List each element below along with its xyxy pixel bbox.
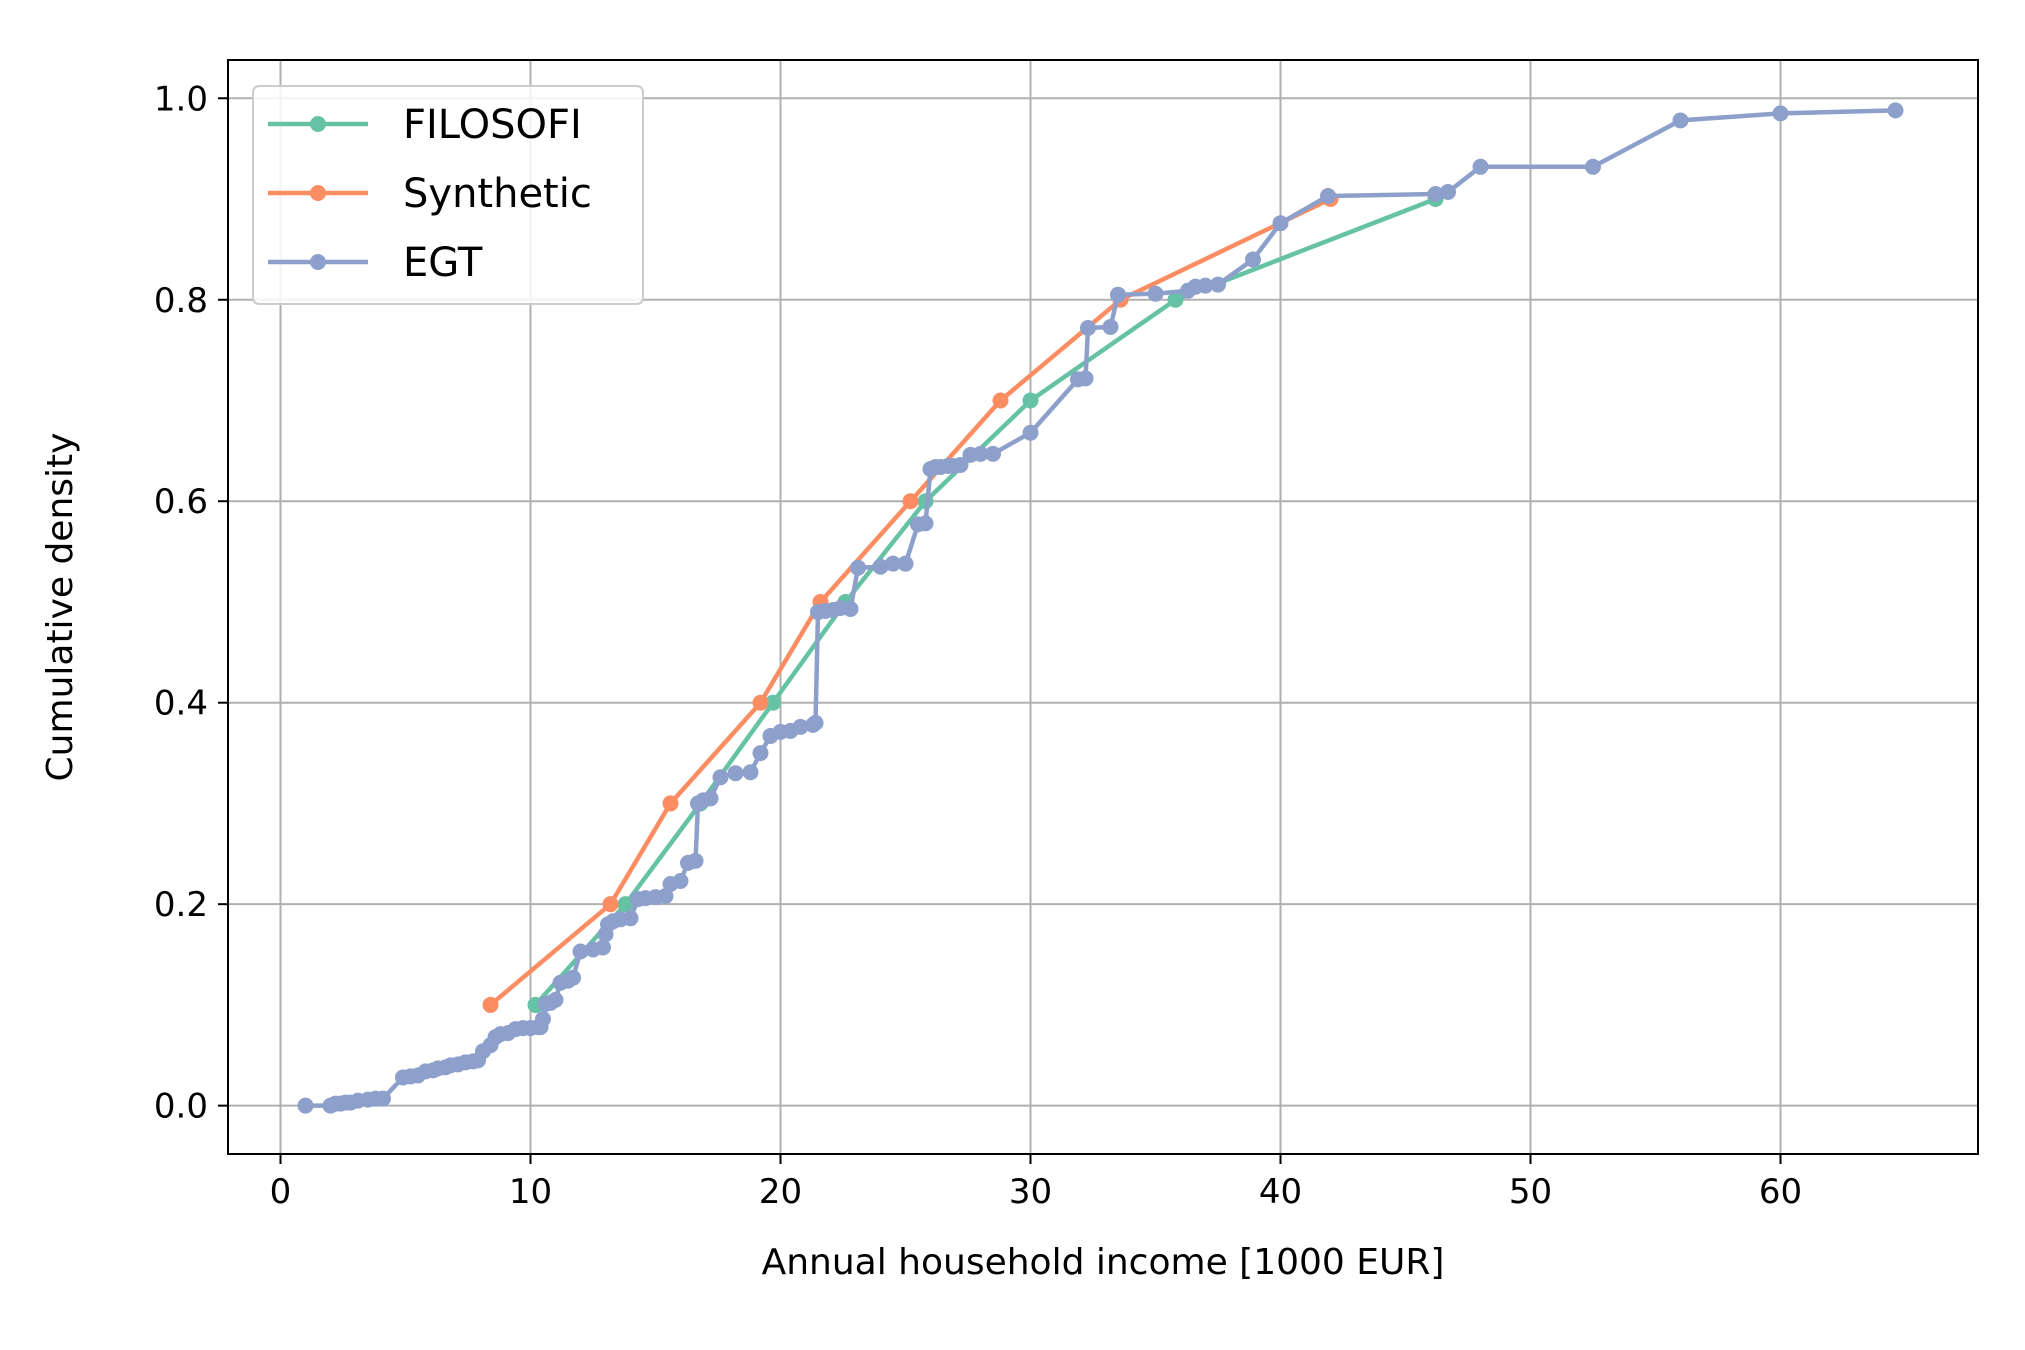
data-point-egt [1245, 251, 1261, 268]
x-tick-label: 60 [1759, 1172, 1802, 1212]
data-point-egt [1440, 183, 1456, 200]
data-point-filosofi [1022, 392, 1039, 409]
data-point-filosofi [1167, 291, 1184, 308]
data-point-egt [535, 1011, 551, 1028]
x-axis-title: Annual household income [1000 EUR] [762, 1242, 1445, 1283]
data-point-synthetic [752, 694, 769, 711]
x-tick-label: 20 [759, 1172, 802, 1212]
data-point-egt [1080, 319, 1096, 336]
data-point-egt [1772, 105, 1789, 122]
legend-label-filosofi: FILOSOFI [403, 102, 582, 148]
y-tick-label: 0.8 [154, 281, 208, 321]
data-point-egt [885, 555, 901, 572]
legend-marker-filosofi [310, 116, 326, 132]
plot-series [297, 102, 1904, 1114]
data-point-egt [807, 714, 824, 731]
data-point-egt [1320, 187, 1336, 204]
data-point-egt [1272, 215, 1289, 232]
data-point-egt [1147, 285, 1164, 302]
data-point-egt [1427, 185, 1444, 202]
data-point-egt [712, 769, 729, 786]
legend-label-egt: EGT [403, 240, 483, 286]
data-point-egt [1887, 102, 1904, 119]
legend-box [252, 85, 644, 305]
data-point-egt [742, 764, 759, 781]
data-point-egt [672, 873, 689, 890]
data-point-filosofi [765, 694, 781, 711]
data-point-egt [297, 1097, 314, 1114]
data-point-egt [972, 445, 989, 462]
data-point-egt [1472, 158, 1489, 175]
legend-marker-egt [310, 254, 326, 270]
data-point-synthetic [602, 896, 619, 913]
x-tick-label: 30 [1009, 1172, 1052, 1212]
grid [228, 60, 1978, 1154]
data-point-egt [850, 559, 866, 576]
data-point-synthetic [662, 795, 679, 812]
y-tick-label: 1.0 [154, 79, 208, 119]
data-point-filosofi [617, 896, 634, 913]
data-point-egt [1110, 286, 1126, 303]
axis-ticks: 0 10 20 30 40 50 60 0.0 0.2 0.4 0.6 0.8 1.0 [154, 79, 1802, 1212]
y-axis-title: Cumulative density [40, 433, 81, 782]
data-point-egt [872, 558, 889, 575]
data-point-egt [1672, 112, 1689, 129]
data-point-egt [572, 943, 589, 960]
data-point-egt [985, 445, 1001, 462]
data-point-egt [952, 456, 969, 473]
data-point-egt [1102, 318, 1119, 335]
data-point-egt [897, 555, 914, 572]
x-tick-label: 50 [1509, 1172, 1552, 1212]
x-tick-label: 0 [270, 1172, 292, 1212]
data-point-egt [1077, 370, 1094, 387]
data-point-synthetic [992, 392, 1009, 409]
data-point-egt [842, 601, 859, 618]
y-tick-label: 0.6 [154, 482, 208, 522]
data-point-egt [1210, 276, 1226, 293]
legend: FILOSOFI Synthetic EGT [252, 85, 644, 305]
data-point-egt [595, 939, 611, 956]
data-point-egt [565, 969, 581, 986]
data-point-egt [702, 790, 719, 807]
series-egt [297, 102, 1904, 1114]
data-point-egt [547, 991, 564, 1008]
legend-label-synthetic: Synthetic [403, 171, 592, 217]
data-point-egt [657, 888, 674, 905]
data-point-egt [917, 515, 934, 532]
data-point-egt [1585, 158, 1601, 175]
data-point-egt [375, 1090, 391, 1107]
data-point-egt [622, 910, 639, 927]
data-point-egt [792, 718, 809, 735]
legend-marker-synthetic [310, 185, 326, 201]
data-point-synthetic [902, 493, 919, 510]
y-tick-label: 0.4 [154, 684, 208, 724]
y-tick-label: 0.2 [154, 885, 208, 925]
data-point-egt [727, 765, 744, 782]
data-point-synthetic [482, 996, 499, 1013]
data-point-egt [687, 852, 704, 869]
y-tick-label: 0.0 [154, 1087, 208, 1127]
x-tick-label: 40 [1259, 1172, 1302, 1212]
data-point-egt [1197, 277, 1214, 294]
plot-frame [227, 59, 1979, 1155]
x-tick-label: 10 [509, 1172, 552, 1212]
data-point-egt [1022, 424, 1039, 441]
data-point-egt [752, 745, 769, 762]
